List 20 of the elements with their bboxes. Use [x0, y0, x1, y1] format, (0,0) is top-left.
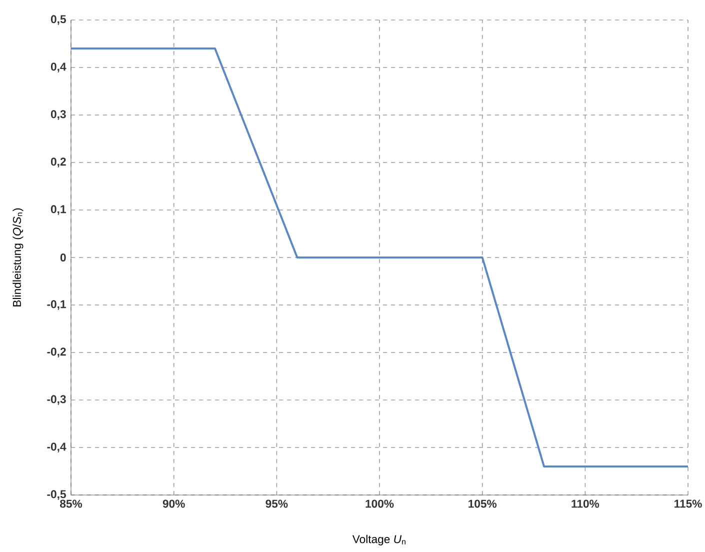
y-tick-label: 0	[60, 253, 66, 262]
x-tick-label: 115%	[674, 500, 702, 508]
x-tick-label: 85%	[60, 500, 82, 508]
x-tick-label: 95%	[266, 500, 288, 508]
y-tick-label: -0,1	[47, 300, 66, 310]
y-tick-label: -0,5	[47, 490, 66, 500]
x-tick-label: 90%	[162, 500, 185, 508]
x-tick-label: 100%	[366, 500, 394, 508]
y-tick-label: -0,3	[47, 395, 66, 405]
y-tick-label: 0,4	[50, 62, 66, 72]
x-tick-label: 110%	[572, 500, 600, 508]
y-tick-label: 0,3	[50, 110, 66, 120]
x-tick-label: 105%	[468, 500, 497, 508]
y-axis-title: Blindleistung (Q/S$_{n}$)	[12, 208, 24, 306]
y-tick-label: 0,2	[50, 158, 66, 168]
y-tick-label: 0,5	[50, 15, 66, 25]
x-axis-title: Voltage U$_{n}$	[352, 534, 406, 546]
y-tick-label: -0,2	[47, 348, 66, 358]
y-tick-label: 0,1	[50, 205, 66, 215]
y-tick-label: -0,4	[47, 442, 66, 452]
